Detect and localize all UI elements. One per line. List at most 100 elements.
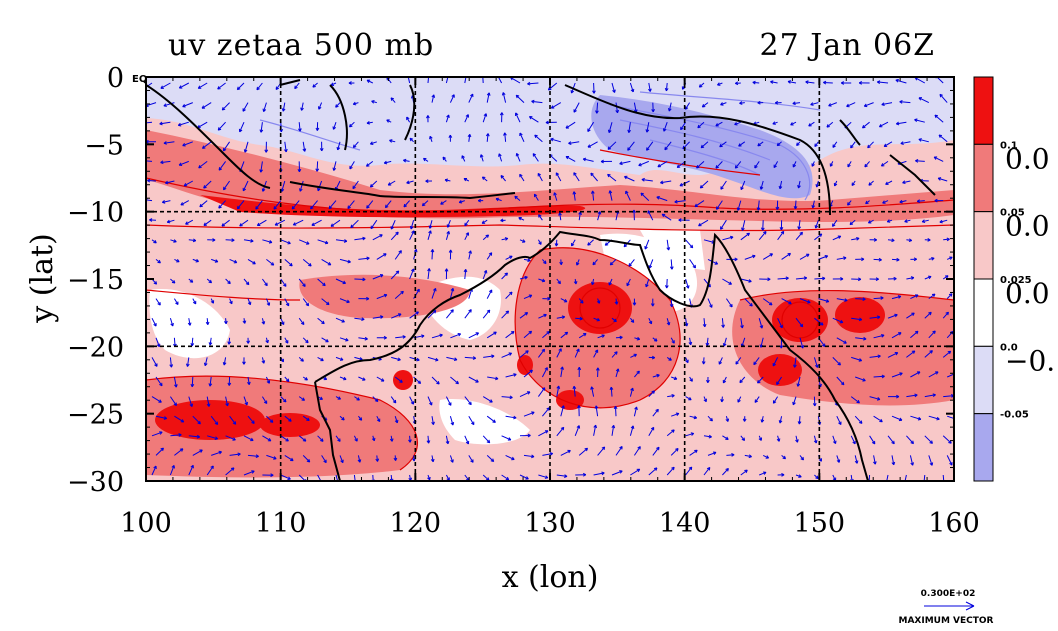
wind-vector [280, 239, 291, 245]
wind-vector-head [633, 353, 637, 358]
wind-vector-head [611, 424, 616, 429]
wind-vector-head [858, 420, 863, 424]
wind-vector-head [327, 261, 332, 266]
wind-vector [720, 102, 727, 106]
wind-vector-head [504, 237, 509, 241]
wind-vector-head [470, 421, 475, 426]
wind-vector-head [321, 320, 325, 325]
wind-vector-head [788, 300, 792, 305]
wind-vector-head [763, 231, 767, 235]
wind-vector-head [292, 222, 297, 226]
wind-vector-head [374, 398, 379, 402]
wind-vector [298, 278, 306, 287]
wind-vector-head [815, 184, 820, 188]
wind-vector [298, 396, 305, 401]
wind-vector-head [505, 476, 510, 481]
wind-vector-head [214, 436, 219, 440]
wind-vector-head [264, 282, 268, 287]
wind-vector [792, 161, 797, 168]
wind-vector-head [444, 268, 449, 272]
wind-vector [808, 121, 815, 127]
wind-vector [519, 350, 529, 358]
wind-vector-head [885, 181, 889, 185]
wind-vector-head [403, 158, 407, 163]
wind-vector-head [826, 124, 830, 128]
wind-vector-head [533, 193, 538, 198]
wind-vector [370, 180, 378, 188]
wind-vector [867, 141, 874, 149]
wind-vector-head [939, 93, 943, 98]
wind-vector [280, 317, 285, 325]
wind-vector-head [573, 172, 577, 176]
wind-vector-head [541, 387, 546, 391]
wind-vector [394, 290, 404, 299]
wind-vector-head [779, 227, 784, 231]
wind-vector [505, 331, 515, 339]
wind-vector-head [754, 399, 759, 403]
wind-vector-head [946, 237, 950, 242]
wind-vector [482, 474, 490, 481]
wind-vector-head [465, 114, 470, 118]
wind-vector [523, 369, 533, 378]
wind-vector-head [765, 455, 770, 459]
wind-vector [446, 309, 454, 319]
wind-vector [146, 160, 153, 162]
wind-vector [372, 234, 383, 241]
wind-vector [410, 220, 415, 230]
wind-vector-head [451, 94, 455, 98]
wind-vector [354, 278, 366, 281]
wind-vector [352, 141, 359, 148]
wind-vector-head [660, 180, 664, 185]
wind-vector [627, 141, 635, 151]
wind-vector-head [630, 319, 635, 323]
wind-vector-head [322, 282, 326, 287]
wind-vector [183, 180, 194, 187]
wind-vector-head [189, 279, 194, 283]
wind-vector [339, 298, 350, 303]
wind-vector [664, 141, 672, 151]
y-tick-label: −20 [67, 332, 124, 363]
wind-vector [615, 102, 619, 113]
wind-vector-head [565, 155, 570, 160]
wind-vector-head [914, 118, 918, 122]
wind-vector [445, 114, 450, 123]
wind-vector [609, 259, 617, 266]
wind-vector-head [559, 261, 563, 266]
wind-vector-head [543, 313, 547, 318]
wind-vector [372, 396, 379, 402]
wind-vector-head [923, 482, 926, 485]
wind-vector [354, 317, 365, 320]
wind-vector [178, 121, 189, 126]
wind-vector [928, 371, 939, 378]
wind-vector-head [698, 222, 702, 227]
wind-vector [487, 376, 499, 380]
wind-vector-head [688, 341, 693, 346]
wind-vector [403, 159, 410, 162]
wind-vector [573, 172, 580, 182]
wind-vector [629, 387, 634, 397]
wind-vector-head [849, 221, 854, 226]
wind-vector [574, 348, 580, 358]
wind-vector-head [180, 202, 184, 206]
wind-vector [624, 176, 635, 182]
wind-vector-head [812, 403, 817, 407]
colorbar-small-label: -0.05 [1000, 410, 1029, 421]
wind-vector-head [481, 73, 484, 76]
wind-vector-head [315, 127, 320, 131]
wind-vector-head [896, 257, 900, 262]
wind-vector-head [402, 335, 406, 339]
wind-vector-head [227, 280, 231, 285]
wind-vector-head [201, 105, 206, 109]
wind-vector-head [426, 115, 430, 119]
wind-vector-head [544, 367, 548, 371]
wind-vector-head [636, 370, 640, 375]
wind-vector [815, 220, 819, 229]
wind-vector-head [910, 276, 915, 280]
wind-vector-head [397, 357, 401, 362]
colorbar-segment [973, 211, 994, 280]
wind-vector [719, 141, 727, 148]
wind-vector-head [779, 324, 783, 329]
wind-vector-head [725, 436, 729, 440]
wind-vector [593, 425, 597, 436]
wind-vector [317, 239, 329, 244]
